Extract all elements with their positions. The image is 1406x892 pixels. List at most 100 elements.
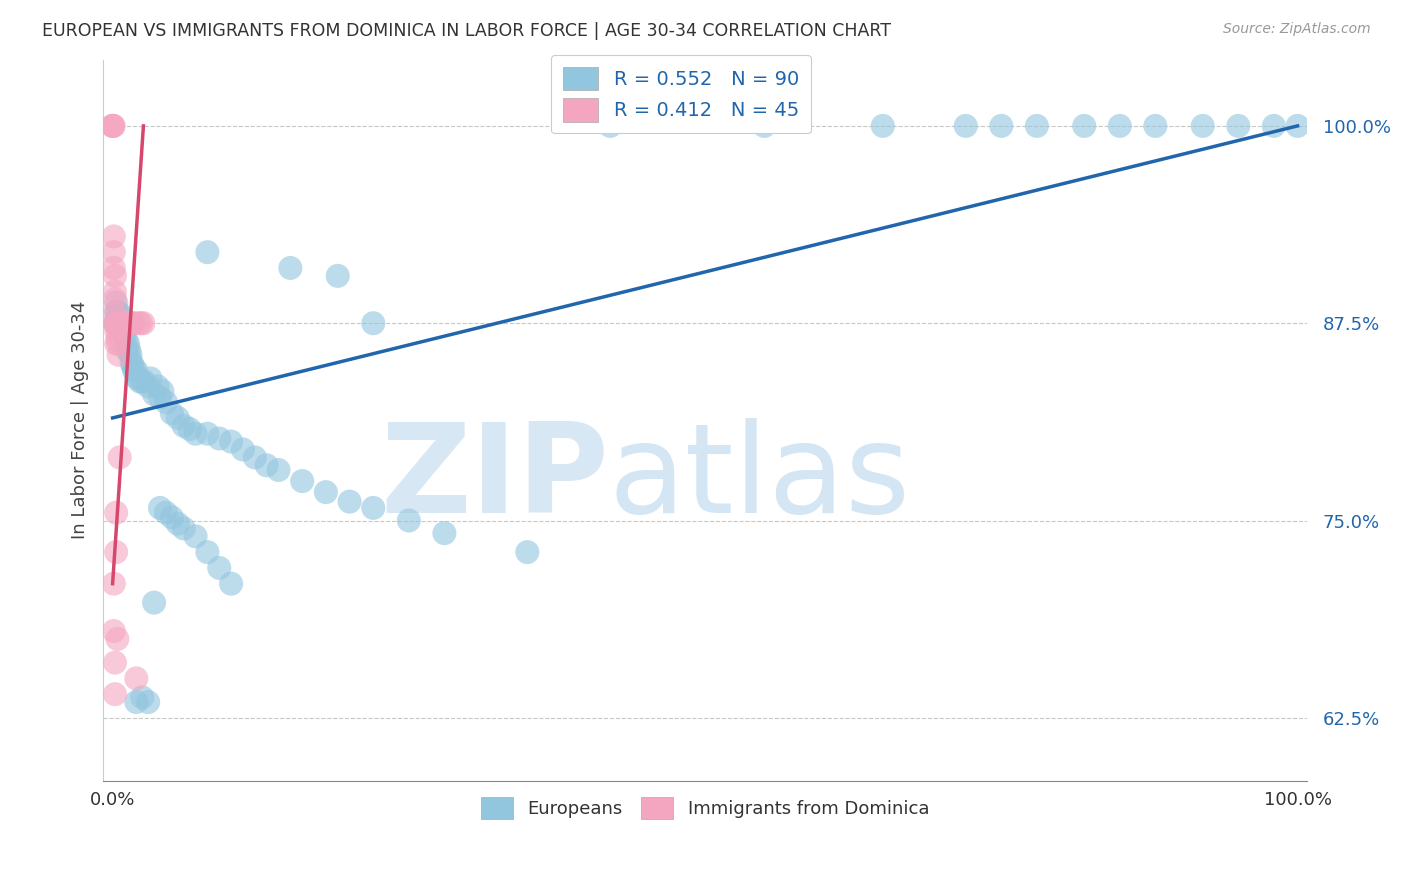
Point [872, 119, 894, 133]
Point [599, 119, 621, 133]
Point [129, 316, 152, 330]
Point [173, 521, 195, 535]
Point [108, 316, 131, 330]
Point [131, 690, 153, 705]
Point [112, 316, 135, 330]
Point [121, 316, 143, 330]
Point [105, 632, 128, 646]
Point [101, 119, 124, 133]
Point [1263, 119, 1285, 133]
Point [118, 343, 141, 357]
Point [149, 500, 172, 515]
Point [132, 316, 155, 330]
Point [280, 260, 302, 275]
Text: ZIP: ZIP [380, 417, 609, 539]
Point [121, 356, 143, 370]
Point [155, 506, 177, 520]
Point [990, 119, 1012, 133]
Point [103, 229, 125, 244]
Point [136, 379, 159, 393]
Point [105, 316, 128, 330]
Point [115, 343, 138, 357]
Point [104, 285, 127, 299]
Point [118, 316, 141, 330]
Point [128, 375, 150, 389]
Point [143, 387, 166, 401]
Point [115, 316, 138, 330]
Point [105, 321, 128, 335]
Point [146, 379, 169, 393]
Point [104, 656, 127, 670]
Point [110, 316, 132, 330]
Point [1286, 119, 1309, 133]
Point [112, 316, 135, 330]
Point [173, 418, 195, 433]
Point [104, 316, 127, 330]
Point [197, 426, 219, 441]
Point [125, 363, 148, 377]
Point [107, 348, 129, 362]
Point [363, 316, 385, 330]
Point [219, 434, 242, 449]
Point [139, 371, 162, 385]
Point [105, 316, 128, 330]
Point [107, 316, 129, 330]
Point [160, 406, 183, 420]
Point [315, 485, 337, 500]
Point [166, 516, 188, 531]
Point [339, 494, 361, 508]
Point [104, 316, 127, 330]
Text: atlas: atlas [609, 417, 911, 539]
Point [104, 268, 127, 283]
Point [243, 450, 266, 465]
Text: EUROPEAN VS IMMIGRANTS FROM DOMINICA IN LABOR FORCE | AGE 30-34 CORRELATION CHAR: EUROPEAN VS IMMIGRANTS FROM DOMINICA IN … [42, 22, 891, 40]
Point [184, 529, 207, 543]
Point [105, 305, 128, 319]
Point [107, 305, 129, 319]
Y-axis label: In Labor Force | Age 30-34: In Labor Force | Age 30-34 [72, 301, 89, 540]
Point [122, 363, 145, 377]
Point [143, 596, 166, 610]
Point [121, 359, 143, 373]
Text: Source: ZipAtlas.com: Source: ZipAtlas.com [1223, 22, 1371, 37]
Point [103, 576, 125, 591]
Point [955, 119, 977, 133]
Point [155, 395, 177, 409]
Point [105, 295, 128, 310]
Point [128, 316, 150, 330]
Point [103, 245, 125, 260]
Point [134, 375, 156, 389]
Point [136, 695, 159, 709]
Point [120, 316, 142, 330]
Point [105, 545, 128, 559]
Point [110, 316, 132, 330]
Point [110, 316, 132, 330]
Point [105, 336, 128, 351]
Point [105, 324, 128, 338]
Point [363, 500, 385, 515]
Point [114, 316, 136, 330]
Point [160, 510, 183, 524]
Point [105, 506, 128, 520]
Point [103, 624, 125, 638]
Legend: Europeans, Immigrants from Dominica: Europeans, Immigrants from Dominica [474, 789, 936, 826]
Point [326, 268, 349, 283]
Point [114, 316, 136, 330]
Point [256, 458, 278, 473]
Point [105, 316, 128, 330]
Point [108, 316, 131, 330]
Point [114, 332, 136, 346]
Point [117, 316, 139, 330]
Point [107, 336, 129, 351]
Point [208, 432, 231, 446]
Point [149, 391, 172, 405]
Point [754, 119, 776, 133]
Point [219, 576, 242, 591]
Point [131, 375, 153, 389]
Point [516, 545, 538, 559]
Point [104, 293, 127, 307]
Point [114, 327, 136, 342]
Point [179, 422, 201, 436]
Point [125, 695, 148, 709]
Point [208, 561, 231, 575]
